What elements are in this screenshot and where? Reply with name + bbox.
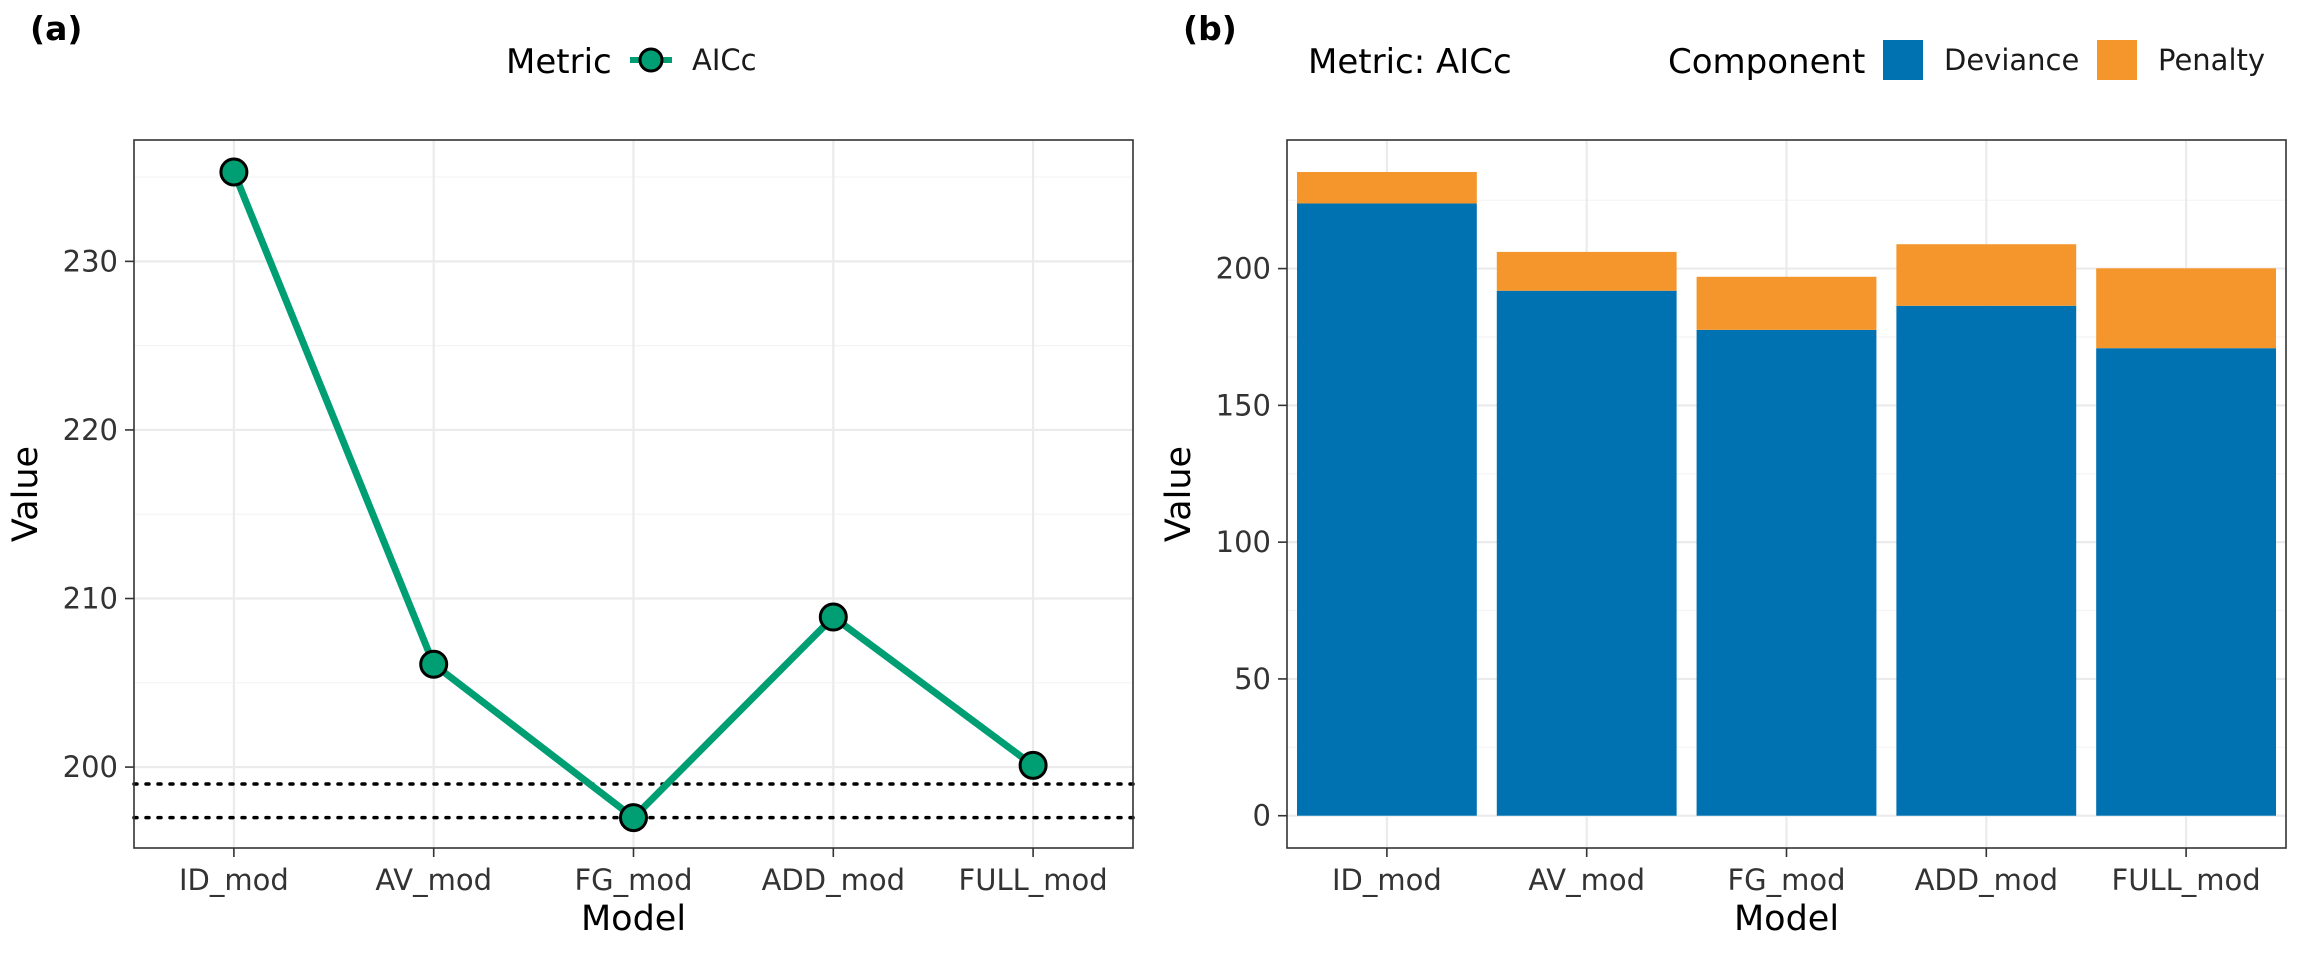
bar-deviance-full-mod bbox=[2096, 348, 2277, 816]
chart-a-y-tick-label: 210 bbox=[63, 582, 118, 616]
bar-penalty-fg-mod bbox=[1696, 276, 1877, 330]
chart-b-y-tick-label: 150 bbox=[1216, 388, 1271, 422]
data-point-fg-mod bbox=[619, 803, 648, 833]
bar-penalty-full-mod bbox=[2096, 268, 2277, 349]
chart-a-x-tick-label-add-mod: ADD_mod bbox=[762, 863, 905, 897]
chart-b-y-tick-label: 200 bbox=[1216, 252, 1271, 286]
chart-a-y-axis-title: Value bbox=[6, 446, 46, 542]
legend-key-penalty bbox=[2097, 40, 2137, 80]
panel-a-legend-point-key bbox=[638, 47, 664, 73]
chart-b-x-axis-title: Model bbox=[1734, 899, 1839, 939]
panel-b-legend: Component Deviance Penalty bbox=[1668, 40, 2265, 82]
panel-a-legend: Metric AICc bbox=[506, 42, 757, 82]
panel-b-metric-label: Metric: AICc bbox=[1308, 42, 1512, 82]
chart-a-x-tick-label-full-mod: FULL_mod bbox=[959, 863, 1108, 897]
chart-b-x-tick-label-id-mod: ID_mod bbox=[1332, 863, 1442, 897]
legend-label-penalty: Penalty bbox=[2158, 43, 2265, 77]
chart-a-x-axis-title: Model bbox=[581, 899, 686, 939]
panel-a-legend-title: Metric bbox=[506, 42, 612, 82]
bar-deviance-add-mod bbox=[1896, 305, 2077, 816]
chart-b-stacked-bar: 0 50 100 150 200 ID_mod AV_mod FG_mod ADD_mod FUL… bbox=[1159, 139, 2287, 939]
bar-penalty-id-mod bbox=[1296, 172, 1477, 204]
chart-a-x-tick-label-av-mod: AV_mod bbox=[375, 863, 492, 897]
bar-deviance-fg-mod bbox=[1696, 329, 1877, 816]
bar-penalty-add-mod bbox=[1896, 244, 2077, 306]
chart-a-x-tick-label-id-mod: ID_mod bbox=[179, 863, 289, 897]
chart-b-x-tick-label-fg-mod: FG_mod bbox=[1727, 863, 1845, 897]
chart-a-y-tick-label: 230 bbox=[63, 244, 118, 278]
panel-a-legend-label: AICc bbox=[692, 43, 757, 77]
bar-deviance-id-mod bbox=[1296, 203, 1477, 816]
chart-b-y-tick-label: 100 bbox=[1216, 525, 1271, 559]
bar-penalty-av-mod bbox=[1496, 251, 1677, 291]
data-point-id-mod bbox=[219, 157, 249, 187]
panel-b-legend-title: Component bbox=[1668, 42, 1865, 82]
panel-a-tag: (a) bbox=[30, 9, 82, 48]
legend-key-deviance bbox=[1883, 40, 1923, 80]
chart-a-y-tick-label: 220 bbox=[63, 413, 118, 447]
chart-a-x-tick-label-fg-mod: FG_mod bbox=[574, 863, 692, 897]
chart-a-y-tick-label: 200 bbox=[63, 750, 118, 784]
bar-deviance-av-mod bbox=[1496, 290, 1677, 816]
chart-b-x-tick-label-full-mod: FULL_mod bbox=[2112, 863, 2261, 897]
chart-b-y-tick-label: 0 bbox=[1253, 799, 1271, 833]
data-point-av-mod bbox=[419, 649, 449, 679]
legend-label-deviance: Deviance bbox=[1944, 43, 2079, 77]
chart-b-y-axis-title: Value bbox=[1159, 446, 1199, 542]
panel-b-tag: (b) bbox=[1183, 9, 1237, 48]
data-point-add-mod bbox=[818, 602, 848, 632]
data-point-full-mod bbox=[1018, 750, 1048, 780]
chart-b-y-tick-label: 50 bbox=[1234, 662, 1271, 696]
chart-a-line: 200 210 220 230 ID_mod AV_mod FG_mod ADD_mod FUL… bbox=[6, 139, 1135, 939]
chart-b-x-tick-label-add-mod: ADD_mod bbox=[1915, 863, 2058, 897]
chart-b-x-tick-label-av-mod: AV_mod bbox=[1528, 863, 1645, 897]
